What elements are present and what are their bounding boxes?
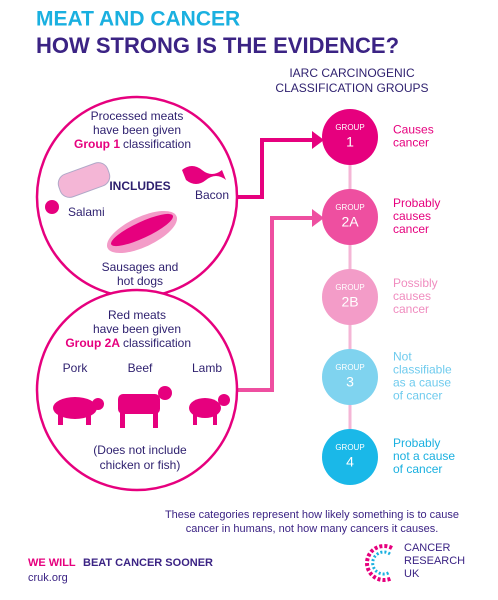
group-label: GROUP bbox=[335, 363, 364, 372]
group-label: GROUP bbox=[335, 203, 364, 212]
logo-mark bbox=[365, 544, 393, 582]
group-description: Causes bbox=[393, 123, 434, 137]
group-description: causes bbox=[393, 209, 431, 223]
group-description: not a cause bbox=[393, 449, 455, 463]
animal-icons bbox=[53, 386, 230, 428]
connector bbox=[237, 138, 312, 199]
salami-icon bbox=[57, 162, 111, 198]
text: Lamb bbox=[192, 361, 222, 375]
group-label: GROUP bbox=[335, 123, 364, 132]
text: classification bbox=[123, 137, 191, 151]
group-number: 2B bbox=[341, 294, 358, 310]
text: Pork bbox=[63, 361, 89, 375]
hotdog bbox=[111, 213, 173, 247]
group-list: GROUP1CausescancerGROUP2AProbablycausesc… bbox=[322, 109, 455, 485]
text: Sausages and bbox=[102, 260, 179, 274]
subtitle: HOW STRONG IS THE EVIDENCE? bbox=[36, 33, 399, 58]
text: Red meats bbox=[108, 308, 166, 322]
groups-heading: IARC CARCINOGENIC bbox=[289, 66, 415, 80]
group-number: 2A bbox=[341, 214, 359, 230]
slogan: BEAT CANCER SOONER bbox=[83, 557, 213, 569]
group-description: Not bbox=[393, 350, 412, 364]
group-circle bbox=[322, 429, 378, 485]
logo-text: RESEARCH bbox=[404, 555, 465, 567]
group-number: 3 bbox=[346, 374, 354, 390]
includes: INCLUDES bbox=[109, 179, 170, 193]
bacon-icon bbox=[182, 166, 226, 184]
text: Processed meats bbox=[91, 109, 184, 123]
group-description: classifiable bbox=[393, 363, 452, 377]
group-number: 4 bbox=[346, 454, 354, 470]
salami-slice bbox=[45, 200, 59, 214]
connector bbox=[237, 216, 312, 392]
group-circle bbox=[322, 349, 378, 405]
group-circle bbox=[322, 189, 378, 245]
group-description: Probably bbox=[393, 436, 440, 450]
group-description: cancer bbox=[393, 222, 429, 236]
group-description: Probably bbox=[393, 196, 440, 210]
arrowhead bbox=[312, 131, 324, 149]
group-description: of cancer bbox=[393, 389, 442, 403]
group-description: as a cause bbox=[393, 376, 451, 390]
group-description: causes bbox=[393, 289, 431, 303]
red-circle bbox=[35, 288, 239, 492]
group-highlight: Group 1 bbox=[74, 137, 120, 151]
logo-text: CANCER bbox=[404, 542, 451, 554]
title: MEAT AND CANCER bbox=[36, 8, 240, 31]
group-description: cancer bbox=[393, 302, 429, 316]
logo-text: UK bbox=[404, 568, 420, 580]
group-highlight: Group 2A bbox=[65, 336, 120, 350]
group-circle bbox=[322, 109, 378, 165]
group-number: 1 bbox=[346, 134, 354, 150]
text: (Does not include bbox=[93, 443, 187, 457]
group-description: cancer bbox=[393, 136, 429, 150]
footnote: cancer in humans, not how many cancers i… bbox=[186, 523, 439, 535]
groups-heading: CLASSIFICATION GROUPS bbox=[275, 81, 428, 95]
group-label: GROUP bbox=[335, 443, 364, 452]
slogan: WE WILL bbox=[28, 557, 76, 569]
text: Salami bbox=[68, 205, 105, 219]
group-description: Possibly bbox=[393, 276, 438, 290]
group-circle bbox=[322, 269, 378, 325]
footnote: These categories represent how likely so… bbox=[165, 509, 459, 521]
text: hot dogs bbox=[117, 274, 163, 288]
text: classification bbox=[123, 336, 191, 350]
text: chicken or fish) bbox=[100, 458, 181, 472]
url: cruk.org bbox=[28, 572, 68, 584]
group-description: of cancer bbox=[393, 462, 442, 476]
arrowhead bbox=[312, 209, 324, 227]
group-label: GROUP bbox=[335, 283, 364, 292]
text: have been given bbox=[93, 123, 181, 137]
text: have been given bbox=[93, 322, 181, 336]
text: Bacon bbox=[195, 188, 229, 202]
text: Beef bbox=[128, 361, 153, 375]
